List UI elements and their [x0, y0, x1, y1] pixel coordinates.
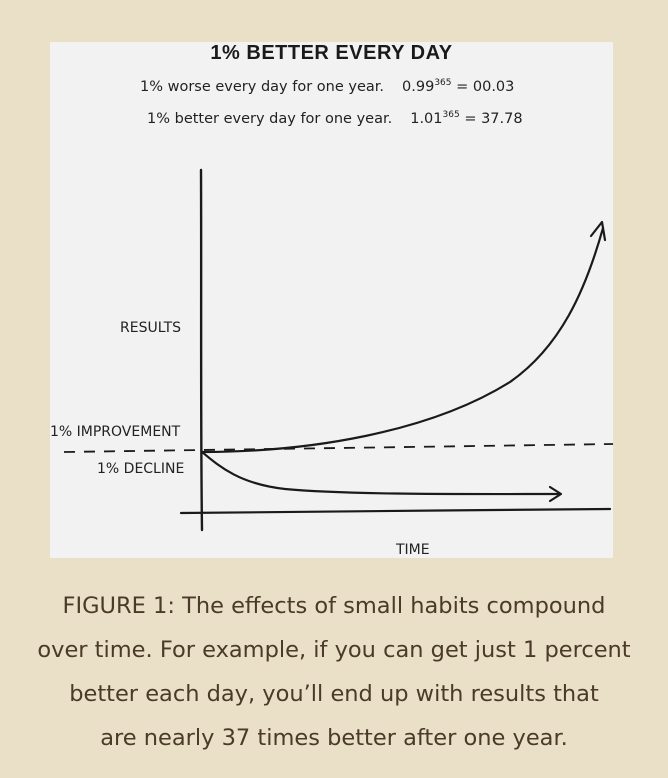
formula-worse-base: 0.99 — [402, 79, 435, 95]
caption-line-4: are nearly 37 times better after one yea… — [100, 725, 568, 751]
formula-worse-result: = 00.03 — [456, 79, 515, 95]
formula-worse: 1% worse every day for one year. 0.99365 … — [140, 78, 514, 95]
caption-line-3: better each day, you’ll end up with resu… — [69, 681, 599, 707]
formula-better-text: 1% better every day for one year. — [147, 111, 393, 127]
decline-arrowhead — [548, 485, 563, 503]
caption-line-1: FIGURE 1: The effects of small habits co… — [62, 593, 606, 619]
caption-line-2: over time. For example, if you can get j… — [37, 637, 631, 663]
improvement-curve — [200, 226, 605, 454]
decline-label: 1% DECLINE — [97, 461, 185, 477]
improvement-label: 1% IMPROVEMENT — [50, 424, 181, 440]
formula-worse-text: 1% worse every day for one year. — [140, 79, 385, 95]
formula-worse-exponent: 365 — [434, 78, 452, 88]
decline-curve — [200, 450, 562, 496]
formula-better-exponent: 365 — [442, 110, 460, 120]
y-axis-label: RESULTS — [120, 320, 182, 336]
y-axis-line — [199, 168, 204, 532]
x-axis-line — [179, 507, 612, 515]
formula-better: 1% better every day for one year. 1.01365… — [147, 110, 523, 127]
growth-diagram — [63, 168, 613, 532]
figure-title: 1% BETTER EVERY DAY — [210, 42, 453, 64]
figure-caption: FIGURE 1: The effects of small habits co… — [0, 584, 668, 760]
improvement-arrowhead — [589, 220, 607, 242]
baseline-dashed-line — [63, 443, 613, 453]
formula-better-base: 1.01 — [410, 111, 443, 127]
formula-better-result: = 37.78 — [464, 111, 523, 127]
figure-panel: 1% BETTER EVERY DAY 1% worse every day f… — [50, 42, 613, 558]
x-axis-label: TIME — [396, 542, 430, 558]
